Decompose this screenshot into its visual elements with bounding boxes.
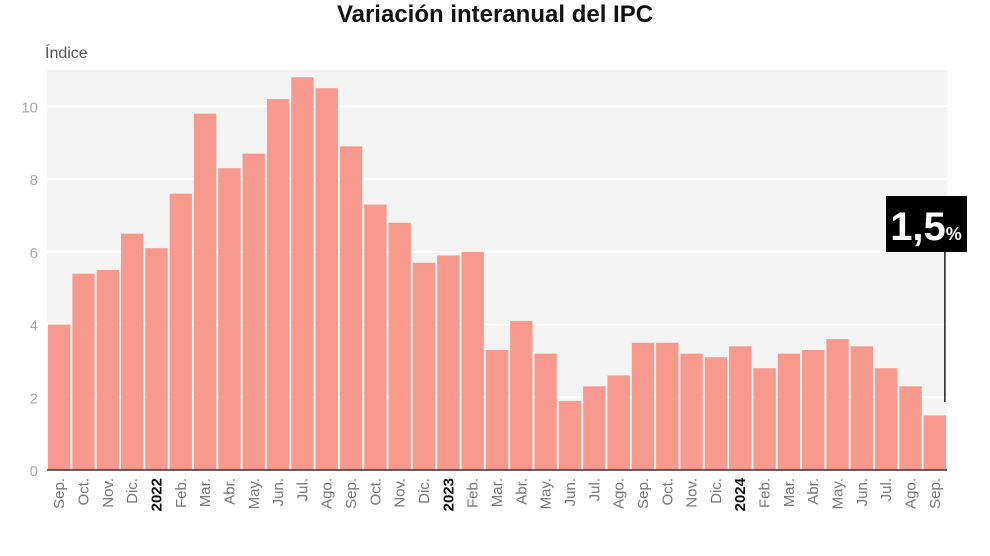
x-tick-label: Abr.	[805, 478, 822, 505]
bar	[291, 77, 314, 470]
bar	[145, 248, 168, 470]
bar	[875, 368, 898, 470]
y-tick-label: 8	[30, 172, 38, 189]
x-tick-label: May.	[246, 478, 263, 509]
bar	[850, 346, 874, 470]
x-tick-label: 2024	[732, 477, 749, 511]
x-tick-label: Dic.	[708, 478, 725, 504]
bar	[72, 273, 95, 470]
x-tick-label: Oct.	[659, 478, 676, 506]
x-tick-label: Nov.	[100, 478, 117, 508]
x-tick-label: Abr.	[513, 478, 530, 505]
bar	[826, 339, 849, 470]
x-tick-label: Sep.	[635, 478, 652, 509]
bar	[607, 375, 630, 470]
bar	[753, 368, 776, 470]
bar	[48, 324, 71, 470]
bar	[729, 346, 752, 470]
bar	[388, 222, 411, 470]
bar	[315, 88, 338, 470]
x-tick-label: Abr.	[221, 478, 238, 505]
x-tick-label: Jun.	[270, 478, 287, 506]
bar	[218, 168, 241, 470]
bar	[120, 233, 144, 470]
y-tick-label: 0	[30, 463, 38, 480]
bar	[266, 99, 290, 470]
x-tick-label: 2022	[148, 478, 165, 511]
x-tick-label: Sep.	[51, 478, 68, 509]
bar	[899, 386, 922, 470]
bar	[193, 113, 217, 471]
x-tick-label: Jul.	[294, 478, 311, 501]
bar	[461, 251, 484, 470]
annotation-value: 1,5%	[890, 205, 962, 249]
bar	[534, 353, 557, 470]
x-tick-label: Ago.	[611, 478, 628, 509]
annotation-number: 1,5	[890, 205, 946, 249]
x-tick-label: Dic.	[124, 478, 141, 504]
x-tick-label: May.	[538, 478, 555, 509]
bar	[583, 386, 606, 470]
bar	[437, 255, 460, 470]
y-axis-label: Índice	[45, 43, 88, 62]
x-tick-label: Jun.	[562, 478, 579, 506]
bar	[242, 153, 265, 471]
bar	[510, 320, 533, 470]
y-tick-label: 6	[30, 245, 38, 262]
bar	[412, 262, 436, 470]
y-tick-label: 4	[30, 318, 38, 335]
bar	[364, 204, 387, 470]
x-tick-label: May.	[830, 478, 847, 509]
x-tick-label: Mar.	[489, 478, 506, 507]
x-tick-label: Mar.	[197, 478, 214, 507]
bar	[558, 400, 582, 470]
x-tick-label: Feb.	[465, 478, 482, 508]
chart-title: Variación interanual del IPC	[336, 1, 654, 28]
bar	[631, 342, 655, 470]
bar	[704, 357, 728, 470]
x-tick-label: Sep.	[343, 478, 360, 509]
x-tick-label: Nov.	[684, 478, 701, 508]
y-tick-label: 10	[21, 99, 38, 116]
y-tick-label: 2	[30, 390, 38, 407]
x-tick-label: Ago.	[319, 478, 336, 509]
bar	[680, 353, 703, 470]
x-tick-label: Nov.	[392, 478, 409, 508]
x-tick-label: Feb.	[173, 478, 190, 508]
x-tick-label: Mar.	[781, 478, 798, 507]
annotation-unit: %	[946, 224, 962, 244]
x-tick-label: Ago.	[903, 478, 920, 509]
bar	[923, 415, 946, 470]
x-tick-label: Oct.	[75, 478, 92, 506]
bar	[485, 350, 509, 470]
bar	[169, 193, 192, 471]
bar	[802, 350, 825, 470]
x-tick-label: Dic.	[416, 478, 433, 504]
x-tick-label: 2023	[440, 478, 457, 511]
x-tick-label: Jul.	[878, 478, 895, 501]
x-tick-label: Oct.	[367, 478, 384, 506]
x-tick-label: Feb.	[757, 478, 774, 508]
bar	[339, 146, 363, 470]
bar	[656, 342, 679, 470]
bar	[96, 270, 119, 470]
x-tick-label: Jun.	[854, 478, 871, 506]
x-tick-label: Sep.	[927, 478, 944, 509]
x-tick-label: Jul.	[586, 478, 603, 501]
bar	[777, 353, 801, 470]
annotation-box	[886, 196, 967, 252]
